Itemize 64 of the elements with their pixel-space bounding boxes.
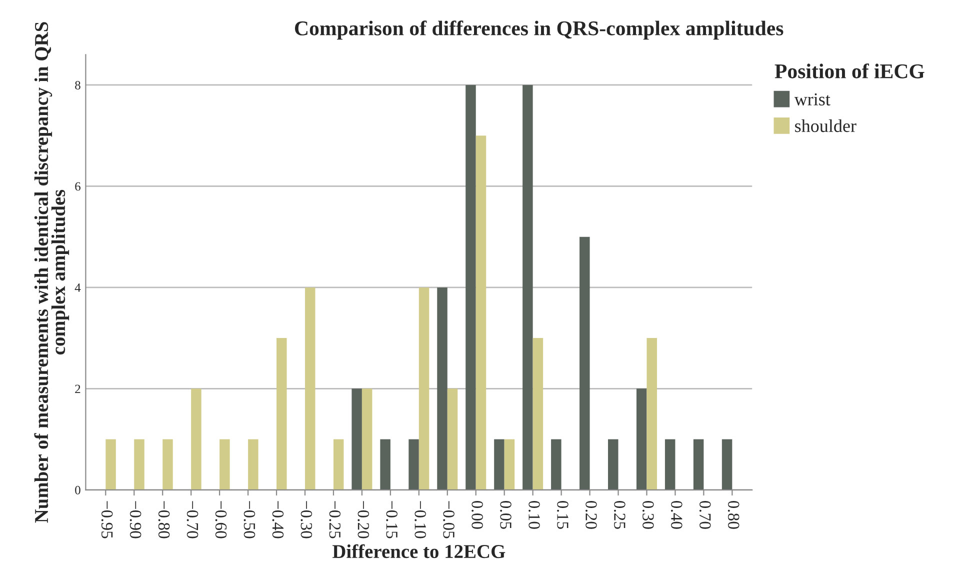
bar — [191, 388, 202, 490]
bar — [380, 439, 390, 490]
bar — [408, 439, 419, 490]
x-tick-label: 0.20 — [586, 500, 597, 529]
bar — [494, 439, 504, 490]
x-tick-label: 0.00 — [472, 500, 483, 529]
bar — [466, 84, 476, 490]
x-tick-label: −0.40 — [272, 501, 284, 538]
bar — [636, 388, 647, 490]
bar — [106, 439, 116, 490]
bar — [333, 439, 344, 490]
x-tick-label: 0.70 — [699, 500, 711, 529]
bar — [418, 287, 430, 490]
x-tick-label: −0.95 — [101, 501, 113, 538]
y-tick-label: 4 — [74, 284, 81, 292]
x-tick-label: 0.80 — [728, 500, 740, 529]
chart-title: Comparison of differences in QRS-complex amplitudes — [294, 20, 784, 40]
bar — [664, 439, 676, 490]
x-tick-label: −0.30 — [300, 501, 312, 538]
x-tick-label: −0.25 — [329, 501, 341, 538]
bar — [504, 439, 515, 490]
x-tick-label: 0.25 — [614, 500, 626, 529]
bar — [352, 388, 362, 490]
bar — [722, 439, 732, 490]
x-tick-label: −0.05 — [443, 501, 454, 538]
bar — [447, 388, 458, 490]
bar — [276, 338, 287, 490]
x-tick-label: −0.50 — [244, 501, 256, 538]
bar — [437, 287, 448, 490]
bar — [608, 439, 618, 490]
bar — [646, 338, 657, 490]
bar — [134, 439, 144, 490]
bar — [693, 439, 704, 490]
legend-label: wrist — [794, 93, 830, 106]
x-tick-label: 0.40 — [670, 500, 682, 529]
bar — [532, 338, 544, 490]
bar — [362, 388, 372, 490]
x-axis-title: Difference to 12ECG — [332, 544, 506, 558]
y-tick-label: 2 — [75, 384, 80, 394]
bar — [580, 236, 590, 490]
bar — [476, 136, 486, 490]
x-tick-label: −0.15 — [386, 501, 398, 538]
bar — [304, 287, 316, 490]
y-tick-label: 8 — [75, 81, 80, 90]
bar — [248, 439, 258, 490]
x-tick-label: −0.20 — [358, 501, 370, 538]
legend-label: shoulder — [795, 119, 856, 132]
x-tick-label: −0.80 — [158, 501, 170, 538]
bar — [551, 439, 562, 490]
x-tick-label: −0.10 — [414, 501, 426, 538]
bar — [220, 439, 230, 490]
legend-title: Position of iECG — [774, 63, 924, 78]
x-tick-label: −0.70 — [186, 501, 198, 538]
x-tick-label: 0.10 — [528, 500, 540, 529]
y-tick-label: 0 — [75, 486, 80, 494]
y-tick-label: 6 — [75, 182, 80, 191]
bar — [522, 84, 533, 490]
x-tick-label: 0.30 — [642, 500, 654, 529]
x-tick-label: −0.90 — [130, 501, 142, 538]
x-tick-label: 0.05 — [500, 500, 512, 529]
bar — [162, 439, 173, 490]
x-tick-label: 0.15 — [557, 500, 568, 529]
y-axis-title: Number of measurements with identical discrepancy in QRS complex amplitudes — [34, 22, 70, 523]
x-tick-label: −0.60 — [215, 501, 227, 538]
